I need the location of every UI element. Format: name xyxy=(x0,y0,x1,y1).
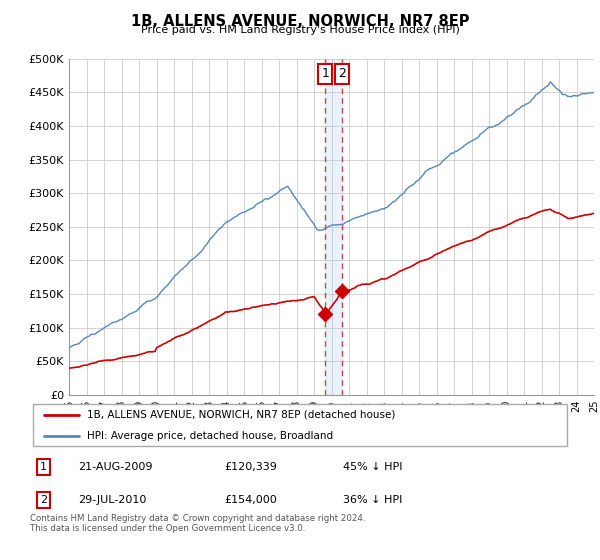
Text: Price paid vs. HM Land Registry's House Price Index (HPI): Price paid vs. HM Land Registry's House … xyxy=(140,25,460,35)
Text: Contains HM Land Registry data © Crown copyright and database right 2024.
This d: Contains HM Land Registry data © Crown c… xyxy=(30,514,365,534)
Text: 2: 2 xyxy=(338,67,346,81)
Text: 1B, ALLENS AVENUE, NORWICH, NR7 8EP: 1B, ALLENS AVENUE, NORWICH, NR7 8EP xyxy=(131,14,469,29)
Text: 36% ↓ HPI: 36% ↓ HPI xyxy=(343,495,403,505)
Text: 29-JUL-2010: 29-JUL-2010 xyxy=(79,495,147,505)
Text: HPI: Average price, detached house, Broadland: HPI: Average price, detached house, Broa… xyxy=(86,431,333,441)
Text: 21-AUG-2009: 21-AUG-2009 xyxy=(79,461,153,472)
Text: 45% ↓ HPI: 45% ↓ HPI xyxy=(343,461,403,472)
FancyBboxPatch shape xyxy=(33,404,568,446)
Text: 1: 1 xyxy=(321,67,329,81)
Text: 1: 1 xyxy=(40,461,47,472)
Bar xyxy=(325,59,341,395)
Text: £154,000: £154,000 xyxy=(224,495,277,505)
Text: 2: 2 xyxy=(40,495,47,505)
Text: £120,339: £120,339 xyxy=(224,461,277,472)
Text: 1B, ALLENS AVENUE, NORWICH, NR7 8EP (detached house): 1B, ALLENS AVENUE, NORWICH, NR7 8EP (det… xyxy=(86,410,395,420)
